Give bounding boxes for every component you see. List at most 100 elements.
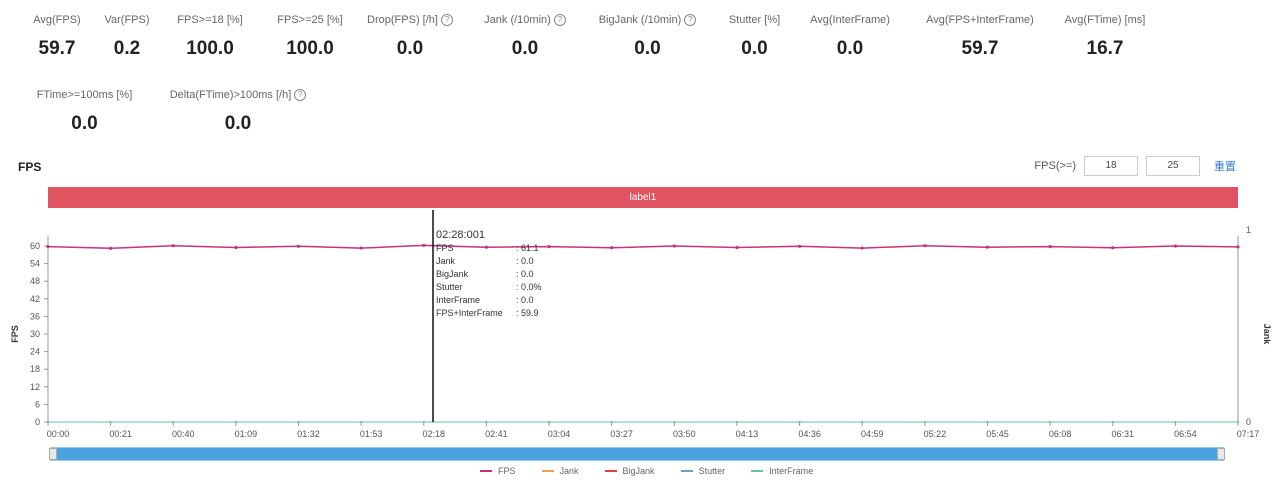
stat-label-text: Stutter [%]	[728, 14, 781, 26]
fps-threshold-input-2[interactable]: 25	[1146, 156, 1200, 176]
tooltip-row: Jank: 0.0	[436, 255, 542, 268]
data-point	[735, 421, 738, 423]
slider-handle-right[interactable]	[1217, 448, 1225, 460]
x-tick-label: 06:08	[1049, 429, 1072, 439]
x-tick-label: 07:17	[1237, 429, 1260, 439]
stat-stats_row1-1: Var(FPS) 0.2	[92, 10, 162, 60]
data-point	[1049, 421, 1052, 423]
stat-stats_row1-3: FPS>=25 [%] 100.0	[260, 10, 360, 60]
tooltip-key: FPS+InterFrame	[436, 308, 503, 318]
stat-stats_row2-1: Delta(FTime)>100ms [/h]? 0.0	[158, 85, 318, 135]
data-point	[171, 244, 175, 248]
stat-value: 59.7	[961, 38, 999, 59]
data-point	[798, 421, 801, 423]
tooltip-value: : 0.0	[516, 269, 534, 279]
data-point	[1048, 244, 1052, 249]
tooltip-key: FPS	[436, 243, 454, 253]
tooltip-key: Stutter	[436, 282, 463, 292]
data-point	[1174, 421, 1177, 423]
x-tick-label: 01:09	[235, 429, 258, 439]
y2-tick-label: 1	[1246, 225, 1251, 235]
legend-label: InterFrame	[769, 466, 814, 476]
stat-value: 0.0	[396, 38, 424, 59]
x-tick-label: 01:32	[297, 429, 320, 439]
stat-label-text: Avg(InterFrame)	[810, 14, 890, 26]
stat-value: 0.2	[113, 38, 141, 59]
stat-stats_row1-4: Drop(FPS) [/h]? 0.0	[350, 10, 470, 60]
stat-label-text: FTime>=100ms [%]	[36, 89, 133, 101]
time-range-slider[interactable]	[49, 447, 1225, 461]
legend-swatch	[680, 470, 693, 472]
data-point	[672, 244, 676, 248]
stat-label-text: Delta(FTime)>100ms [/h]	[169, 89, 292, 101]
stat-stats_row1-2: FPS>=18 [%] 100.0	[160, 10, 260, 60]
data-point	[923, 421, 926, 423]
label-bar[interactable]: label1	[48, 187, 1238, 208]
y-tick-label: 0	[35, 417, 40, 427]
fps-chart[interactable]: 0 6 12 18 24 30 36 42 48 54 60 0 1 FPS Jank 00:00 00:21 0…	[0, 210, 1280, 446]
data-point	[735, 245, 739, 250]
data-point	[610, 246, 614, 250]
stat-value: 100.0	[286, 38, 334, 59]
legend-swatch	[480, 470, 492, 472]
help-icon[interactable]: ?	[684, 14, 697, 26]
reset-button[interactable]: 重置	[1214, 161, 1236, 173]
y-tick-label: 42	[30, 294, 40, 304]
stat-value: 0.0	[634, 38, 661, 59]
data-point	[861, 421, 864, 423]
legend-item[interactable]: Stutter	[680, 466, 725, 476]
chart-section-title: FPS	[18, 160, 42, 174]
x-tick-label: 00:40	[172, 429, 195, 439]
legend-item[interactable]: BigJank	[604, 466, 655, 476]
data-point	[296, 244, 301, 248]
x-tick-label: 06:54	[1174, 429, 1197, 439]
data-point	[109, 421, 112, 423]
data-point	[923, 244, 927, 248]
legend-swatch	[541, 470, 554, 472]
stat-stats_row1-6: BigJank (/10min)? 0.0	[585, 10, 710, 60]
data-point	[46, 244, 50, 249]
tooltip-row: FPS: 61.1	[436, 242, 542, 255]
stat-label: Avg(InterFrame)	[810, 14, 890, 26]
data-point	[986, 421, 989, 423]
data-point	[484, 245, 489, 249]
stat-label: Avg(FTime) [ms]	[1065, 14, 1146, 26]
legend-item[interactable]: InterFrame	[751, 466, 813, 476]
fps-threshold-label: FPS(>=)	[1034, 160, 1076, 172]
stat-value: 0.0	[741, 38, 768, 59]
stat-label-text: Avg(FPS)	[33, 14, 81, 26]
stat-label: Drop(FPS) [/h]?	[367, 14, 453, 26]
tooltip-value: : 0.0	[516, 295, 534, 305]
data-point	[234, 245, 238, 250]
stat-label-text: Drop(FPS) [/h]	[367, 14, 438, 26]
data-point	[234, 421, 237, 423]
fps-threshold-input-1[interactable]: 18	[1084, 156, 1138, 176]
y-tick-label: 12	[30, 382, 40, 392]
tooltip-row: InterFrame: 0.0	[436, 294, 542, 307]
stat-value: 0.0	[836, 38, 864, 59]
slider-handle-left[interactable]	[49, 448, 57, 460]
x-tick-label: 03:50	[673, 429, 696, 439]
data-point	[985, 245, 990, 249]
data-point	[1111, 421, 1114, 423]
chart-tooltip: 02:28:001 FPS: 61.1 Jank: 0.0 BigJank: 0.0…	[436, 229, 542, 320]
stat-value: 100.0	[186, 38, 234, 59]
help-icon[interactable]: ?	[294, 89, 307, 101]
series-line-fps	[47, 244, 1239, 250]
tooltip-value: : 0.0%	[516, 282, 542, 292]
legend-item[interactable]: Jank	[541, 466, 579, 476]
tooltip-key: BigJank	[436, 269, 469, 279]
data-point	[109, 246, 113, 250]
legend-item[interactable]: FPS	[480, 466, 516, 476]
help-icon[interactable]: ?	[440, 14, 453, 26]
stat-label-text: BigJank (/10min)	[598, 14, 682, 26]
data-point	[422, 421, 425, 423]
stat-stats_row1-0: Avg(FPS) 59.7	[22, 10, 92, 60]
fps-threshold-controls: FPS(>=) 18 25 重置	[1034, 156, 1236, 176]
data-point	[547, 244, 551, 249]
x-tick-label: 04:36	[798, 429, 821, 439]
help-icon[interactable]: ?	[553, 14, 566, 26]
y-tick-label: 48	[30, 276, 40, 286]
stat-label-text: Avg(FTime) [ms]	[1064, 14, 1146, 26]
stat-value: 16.7	[1086, 38, 1124, 59]
